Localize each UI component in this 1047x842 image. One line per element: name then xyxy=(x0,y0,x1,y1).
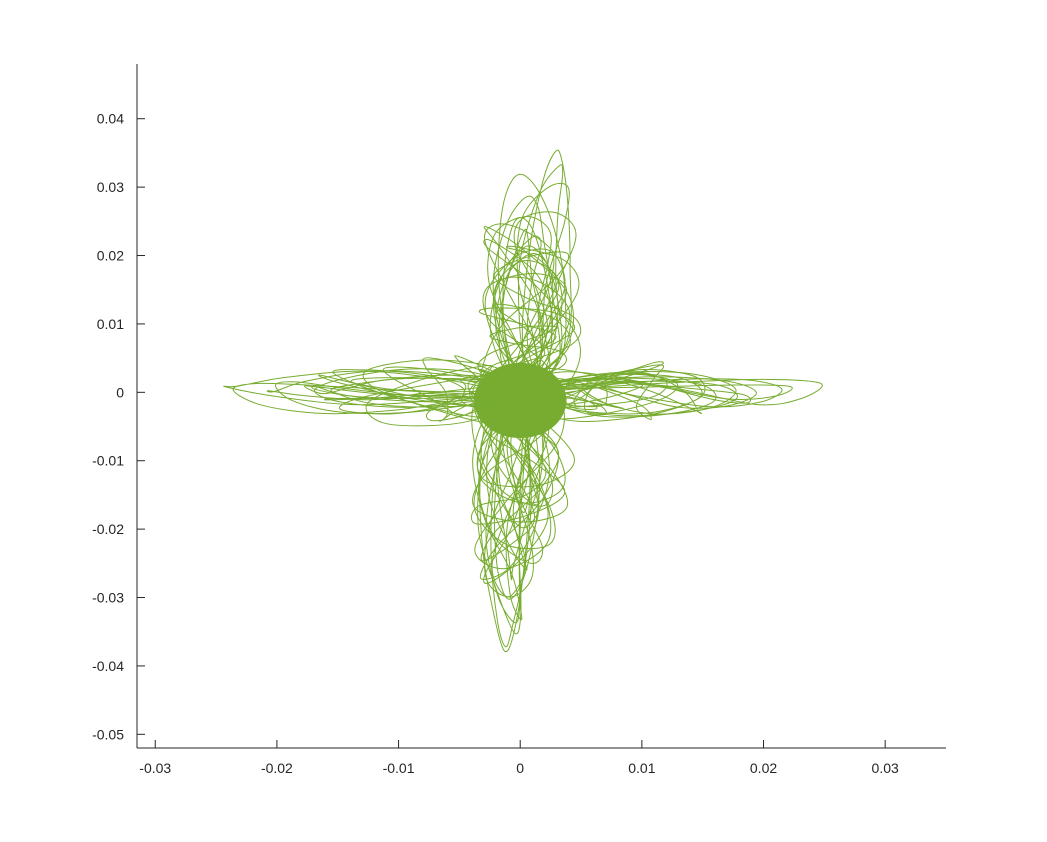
y-tick-label: 0.01 xyxy=(97,316,124,332)
series-line-trace xyxy=(318,211,706,598)
series-line-trace xyxy=(362,239,664,570)
y-tick-label: -0.02 xyxy=(92,521,124,537)
y-tick-label: -0.03 xyxy=(92,590,124,606)
x-tick-label: 0.03 xyxy=(872,760,899,776)
y-tick-label: 0 xyxy=(116,384,124,400)
x-tick-label: 0.02 xyxy=(750,760,777,776)
x-tick-label: 0.01 xyxy=(628,760,655,776)
x-tick-label: -0.01 xyxy=(383,760,415,776)
x-tick-label: -0.03 xyxy=(139,760,171,776)
series-line-0 xyxy=(223,149,823,653)
y-tick-label: 0.02 xyxy=(97,248,124,264)
x-tick-label: 0 xyxy=(516,760,524,776)
y-tick-label: 0.04 xyxy=(97,111,124,127)
y-tick-label: -0.04 xyxy=(92,658,124,674)
y-tick-label: -0.05 xyxy=(92,726,124,742)
data-layer xyxy=(223,149,823,653)
y-tick-label: -0.01 xyxy=(92,453,124,469)
x-axis-ticks: -0.03 -0.02 -0.01 0 0.01 0.02 0.03 xyxy=(139,740,899,776)
y-tick-label: 0.03 xyxy=(97,179,124,195)
y-axis-ticks: 0.04 0.03 0.02 0.01 0 -0.01 -0.02 -0.03 -0.04 -0.… xyxy=(92,111,145,742)
series-line-trace xyxy=(332,226,668,580)
x-tick-label: -0.02 xyxy=(261,760,293,776)
